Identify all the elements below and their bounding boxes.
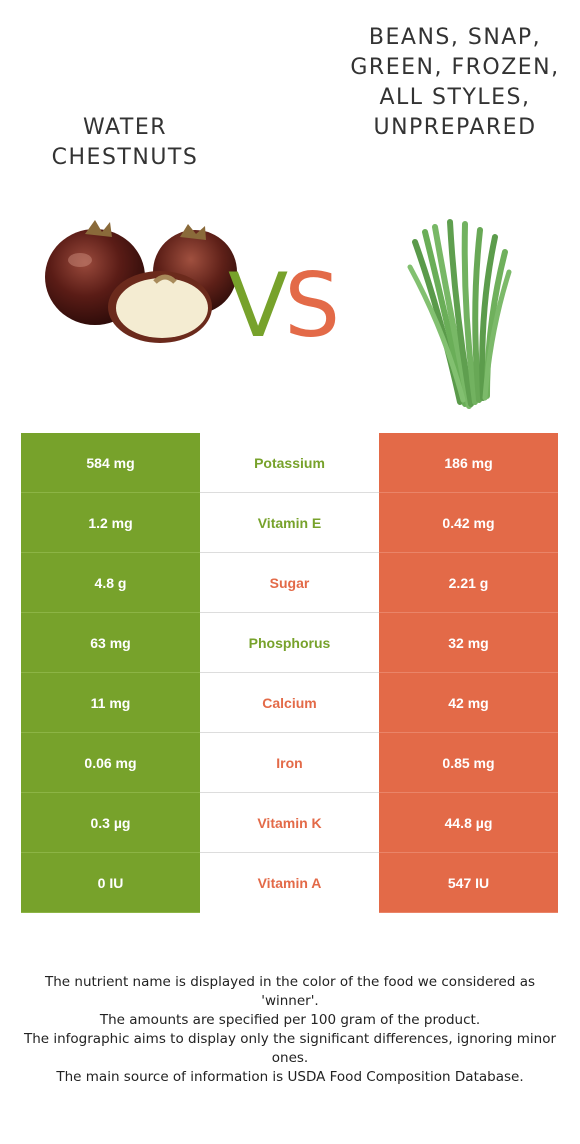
nutrient-name: Potassium xyxy=(200,433,379,492)
nutrient-name: Vitamin K xyxy=(200,793,379,852)
table-row: 0.3 µg Vitamin K 44.8 µg xyxy=(21,793,558,853)
table-row: 63 mg Phosphorus 32 mg xyxy=(21,613,558,673)
right-food-title: Beans, snap, green, frozen, all styles, … xyxy=(350,25,560,140)
nutrient-name: Iron xyxy=(200,733,379,792)
table-row: 1.2 mg Vitamin E 0.42 mg xyxy=(21,493,558,553)
green-beans-image xyxy=(407,219,512,409)
left-food-value: 0.06 mg xyxy=(21,733,200,793)
left-food-title: Water chestnuts xyxy=(51,115,199,170)
table-row: 0.06 mg Iron 0.85 mg xyxy=(21,733,558,793)
footer-note: The amounts are specified per 100 gram o… xyxy=(99,1012,481,1028)
nutrient-name: Sugar xyxy=(200,553,379,612)
footer-note: The main source of information is USDA F… xyxy=(56,1069,524,1085)
footer-note: The nutrient name is displayed in the co… xyxy=(44,974,536,1009)
right-food-value: 547 IU xyxy=(379,853,558,913)
table-row: 0 IU Vitamin A 547 IU xyxy=(21,853,558,913)
left-food-value: 0.3 µg xyxy=(21,793,200,853)
right-food-value: 0.85 mg xyxy=(379,733,558,793)
right-food-value: 42 mg xyxy=(379,673,558,733)
left-food-value: 0 IU xyxy=(21,853,200,913)
water-chestnut-image xyxy=(45,220,237,343)
table-row: 11 mg Calcium 42 mg xyxy=(21,673,558,733)
nutrient-name: Vitamin E xyxy=(200,493,379,552)
right-food-value: 44.8 µg xyxy=(379,793,558,853)
footer-notes: The nutrient name is displayed in the co… xyxy=(20,973,560,1087)
left-food-value: 11 mg xyxy=(21,673,200,733)
table-row: 4.8 g Sugar 2.21 g xyxy=(21,553,558,613)
nutrient-name: Calcium xyxy=(200,673,379,732)
right-food-value: 32 mg xyxy=(379,613,558,673)
nutrient-comparison-table: 584 mg Potassium 186 mg 1.2 mg Vitamin E 0.42… xyxy=(21,433,558,913)
vs-label: VS xyxy=(228,254,340,357)
footer-note: The infographic aims to display only the… xyxy=(23,1031,557,1066)
left-food-value: 4.8 g xyxy=(21,553,200,613)
nutrient-name: Phosphorus xyxy=(200,613,379,672)
nutrient-name: Vitamin A xyxy=(200,853,379,912)
right-food-value: 0.42 mg xyxy=(379,493,558,553)
left-food-value: 584 mg xyxy=(21,433,200,493)
left-food-value: 1.2 mg xyxy=(21,493,200,553)
left-food-value: 63 mg xyxy=(21,613,200,673)
table-row: 584 mg Potassium 186 mg xyxy=(21,433,558,493)
right-food-value: 186 mg xyxy=(379,433,558,493)
right-food-value: 2.21 g xyxy=(379,553,558,613)
